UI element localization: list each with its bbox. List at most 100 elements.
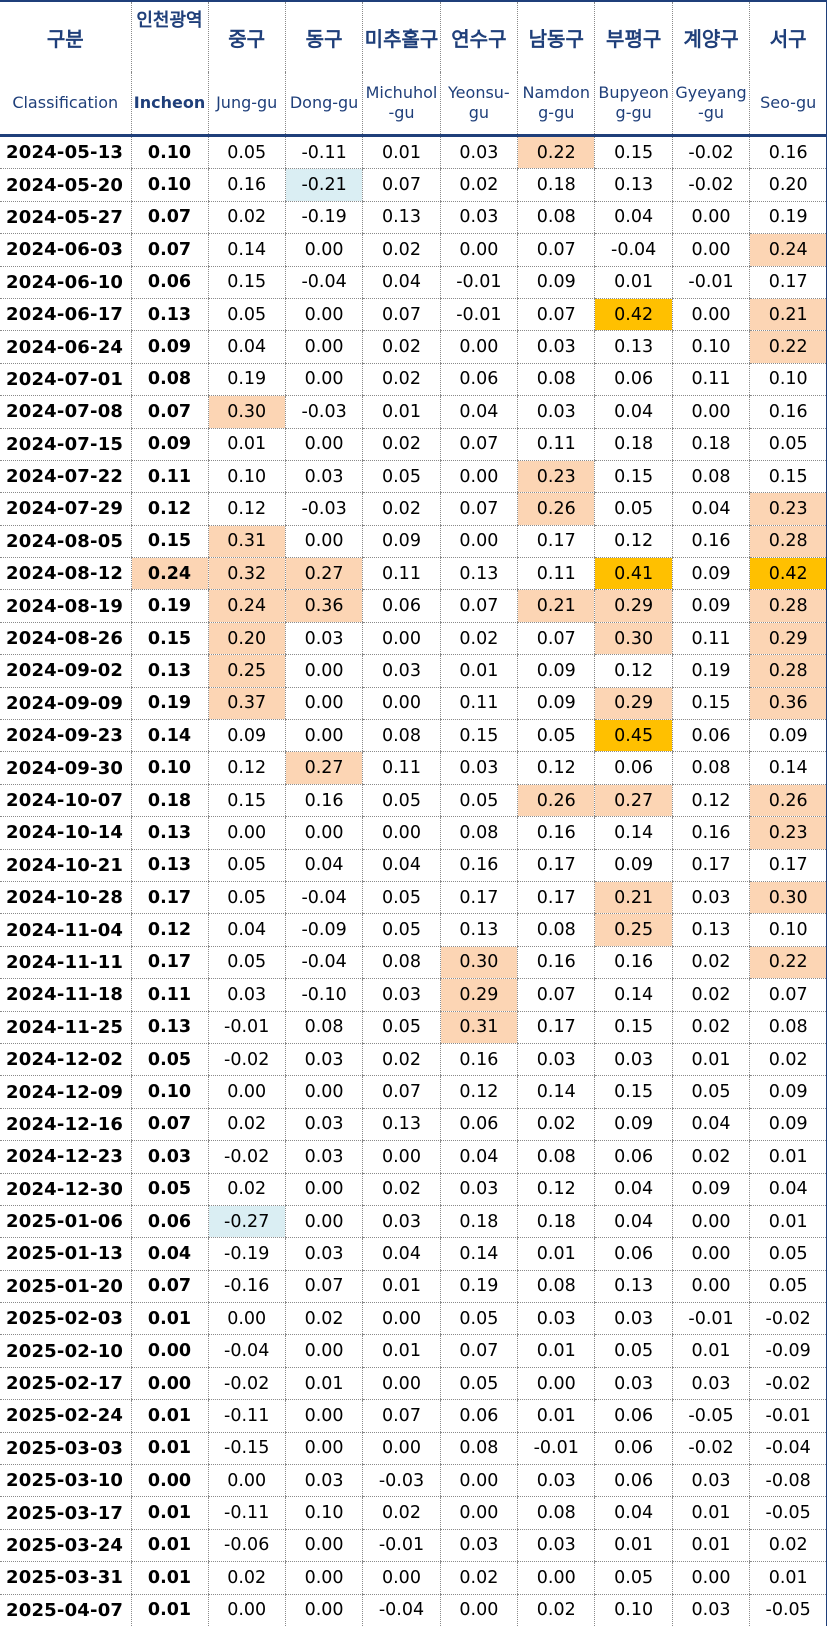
cell-value: 0.00 [284, 233, 363, 267]
row-date: 2025-04-07 [6, 1599, 124, 1621]
cell-incheon: 0.19 [130, 687, 208, 721]
cell-value: 0.36 [749, 687, 827, 721]
cell-value: 0.27 [594, 784, 673, 818]
header-en-jung-gu: Jung-gu [207, 72, 286, 137]
cell-incheon: 0.07 [130, 1270, 208, 1304]
row-date: 2024-12-16 [0, 1108, 131, 1142]
cell-value: 0.06 [594, 1464, 673, 1498]
cell-value: 0.24 [749, 233, 827, 267]
cell-value: 0.36 [284, 589, 363, 623]
cell-value: 0.13 [594, 168, 673, 202]
cell-incheon: 0.13 [130, 1011, 208, 1044]
table-row: 2024-05-20 0.10 0.16 -0.21 0.07 0.02 0.18 0.13-… [0, 168, 827, 202]
cell-value: 0.09 [671, 589, 750, 623]
cell-value: 0.09 [594, 1108, 673, 1142]
cell-value: 0.10 [749, 913, 827, 947]
cell-value: 0.16 [671, 525, 750, 559]
row-date: 2025-02-10 [0, 1334, 131, 1368]
cell-value: 0.03 [671, 881, 750, 915]
cell-value: 0.08 [362, 719, 441, 753]
cell-value: 0.05 [749, 1237, 827, 1271]
cell-value: 0.28 [749, 654, 827, 688]
cell-value: 0.06 [439, 1399, 518, 1433]
cell-value: 0.03 [284, 622, 363, 656]
cell-value: 0.12 [517, 751, 595, 785]
cell-value: 0.03 [439, 1173, 518, 1206]
cell-value: 0.21 [517, 589, 595, 623]
cell-value: 0.06 [439, 363, 518, 397]
cell-value: 0.00 [207, 1464, 286, 1498]
cell-value: 0.02 [517, 1594, 595, 1626]
cell-value: 0.07 [517, 233, 595, 267]
cell-value: 0.17 [517, 525, 595, 559]
cell-value: 0.12 [207, 492, 286, 526]
row-date: 2024-08-12 [0, 557, 131, 591]
cell-value: 0.00 [362, 1140, 441, 1174]
table-row: 2024-11-04 0.12 0.04 -0.09 0.05 0.13 0.08 0.25 0… [0, 913, 827, 947]
cell-value: 0.04 [671, 1108, 750, 1142]
cell-value: -0.04 [749, 1432, 827, 1466]
cell-value: 0.13 [362, 201, 441, 235]
table-row: 2024-09-23 0.14 0.09 0.00 0.08 0.15 0.05 0.45 0.… [0, 719, 827, 753]
row-date: 2024-08-19 [0, 589, 131, 623]
cell-value: -0.05 [749, 1496, 827, 1530]
cell-value: 0.03 [517, 395, 595, 429]
row-date: 2024-05-13 [0, 135, 131, 170]
cell-incheon: 0.19 [130, 589, 208, 623]
cell-value: 0.04 [671, 492, 750, 526]
cell-incheon: 0.01 [130, 1496, 208, 1530]
cell-value: 0.00 [439, 1496, 518, 1530]
row-date: 2024-07-29 [0, 492, 131, 526]
cell-value: 0.15 [594, 135, 673, 170]
cell-value: 0.14 [594, 978, 673, 1012]
cell-incheon: 0.13 [130, 816, 208, 850]
cell-value: 0.02 [749, 1529, 827, 1563]
cell-value: 0.21 [749, 298, 827, 332]
cell-incheon: 0.10 [130, 1075, 208, 1109]
cell-value: 0.00 [362, 1561, 441, 1595]
cell-value: 0.02 [439, 168, 518, 202]
cell-incheon: 0.01 [130, 1561, 208, 1595]
cell-value: 0.09 [749, 1075, 827, 1109]
cell-value: 0.08 [749, 1011, 827, 1044]
table-row: 2024-08-26 0.15 0.20 0.03 0.00 0.02 0.07 0.30 0.… [0, 622, 827, 656]
cell-value: 0.15 [207, 784, 286, 818]
row-date: 2024-10-21 [0, 849, 131, 882]
cell-value: 0.09 [517, 266, 595, 299]
cell-value: 0.15 [439, 719, 518, 753]
cell-value: 0.12 [439, 1075, 518, 1109]
cell-value: 0.02 [671, 1140, 750, 1174]
cell-value: 0.02 [207, 1561, 286, 1595]
cell-value: 0.22 [749, 330, 827, 364]
cell-value: 0.17 [749, 849, 827, 882]
cell-value: 0.10 [594, 1594, 673, 1626]
cell-value: 0.01 [517, 1334, 595, 1368]
cell-value: -0.02 [671, 1432, 750, 1466]
cell-value: 0.08 [517, 913, 595, 947]
cell-value: 0.06 [594, 1140, 673, 1174]
cell-value: -0.04 [284, 266, 363, 299]
table-row: 2024-06-10 0.06 0.15 -0.04 0.04 -0.01 0.09 0.01… [0, 266, 827, 299]
cell-value: 0.04 [594, 1173, 673, 1206]
cell-value: -0.04 [207, 1334, 286, 1368]
row-date: 2025-03-31 [0, 1561, 131, 1595]
cell-value: -0.08 [749, 1464, 827, 1498]
cell-value: 0.07 [439, 492, 518, 526]
cell-value: 0.01 [671, 1334, 750, 1368]
header-en-classification: Classification [0, 72, 131, 137]
cell-incheon: 0.12 [130, 913, 208, 947]
row-date: 2024-07-15 [0, 428, 131, 461]
row-date: 2024-08-26 [0, 622, 131, 656]
table-row: 2025-01-20 0.07 -0.16 0.07 0.01 0.19 0.08 0.13 0… [0, 1270, 827, 1304]
cell-incheon: 0.09 [130, 428, 208, 461]
table-row: 2025-02-17 0.00 -0.02 0.01 0.00 0.05 0.00 0.03 0… [0, 1367, 827, 1401]
cell-value: 0.04 [594, 201, 673, 235]
cell-value: 0.02 [362, 363, 441, 397]
header-en-dong-gu: Dong-gu [284, 72, 363, 137]
cell-value: 0.00 [671, 1270, 750, 1304]
cell-value: 0.15 [207, 266, 286, 299]
cell-value: 0.02 [362, 1496, 441, 1530]
row-date: 2024-12-09 [0, 1075, 131, 1109]
table-body: 2024-05-13 0.10 0.05 -0.11 0.01 0.03 0.22 0.15-… [0, 135, 827, 1626]
